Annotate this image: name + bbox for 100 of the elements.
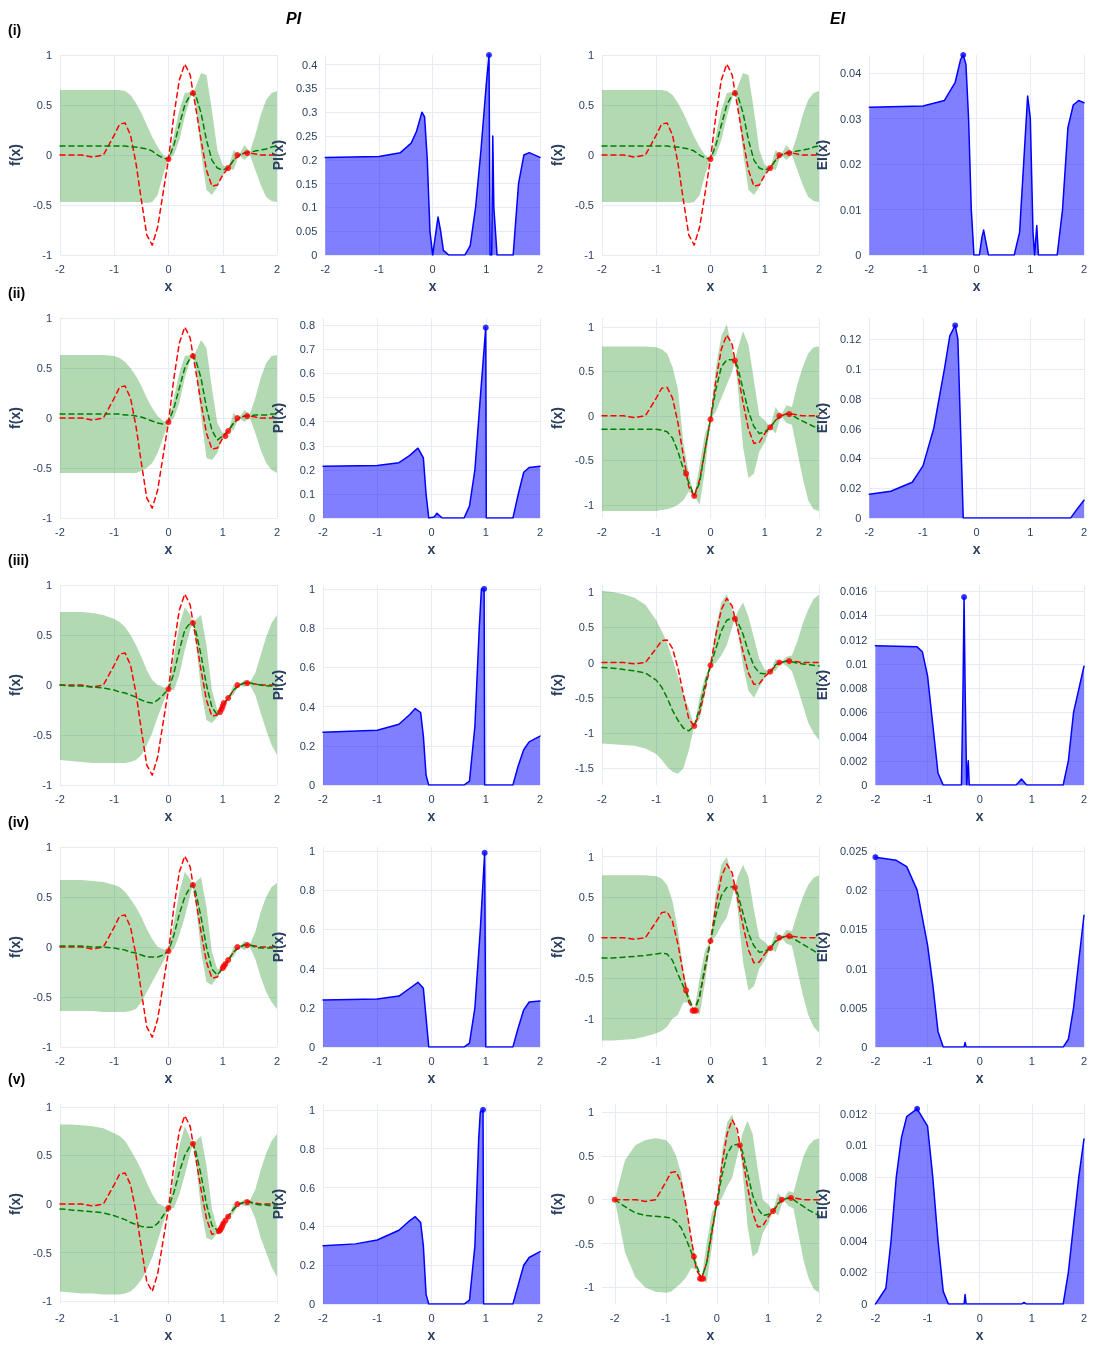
x-tick-label: 0	[428, 525, 435, 538]
y-tick-label: 0.5	[578, 891, 594, 904]
y-tick-label: 0.01	[846, 1139, 868, 1152]
x-axis-title: x	[427, 1327, 436, 1343]
x-tick-label: 1	[1028, 1054, 1035, 1067]
y-tick-label: 0.01	[839, 203, 862, 216]
y-tick-label: 0.2	[302, 153, 318, 166]
y-tick-label: 0.4	[299, 415, 315, 428]
y-tick-label: 0.05	[295, 225, 318, 238]
x-tick-label: -2	[318, 1054, 328, 1067]
y-tick-label: 1	[587, 850, 594, 863]
y-tick-label: 0.5	[36, 99, 52, 112]
y-tick-label: 0.5	[578, 365, 594, 378]
y-tick-label: 1	[308, 582, 315, 595]
y-tick-label: 0.002	[839, 1266, 868, 1279]
y-tick-label: 0.012	[839, 1107, 868, 1120]
x-tick-label: 0	[976, 792, 983, 805]
x-axis-title: x	[706, 541, 715, 557]
y-axis-title: PI(x)	[270, 1188, 286, 1220]
y-tick-label: 0.005	[839, 1001, 868, 1014]
y-tick-label: -1	[42, 779, 52, 792]
y-tick-label: 0.4	[299, 700, 315, 713]
y-tick-label: 0.002	[839, 754, 868, 767]
y-tick-label: 1	[587, 1105, 594, 1118]
x-tick-label: -1	[922, 1311, 933, 1324]
x-axis-title: x	[164, 541, 173, 557]
x-tick-label: -1	[109, 792, 120, 805]
y-tick-label: 0.3	[299, 439, 315, 452]
y-axis-title: f(x)	[7, 144, 23, 166]
x-axis-title: x	[972, 278, 981, 294]
y-tick-label: 0	[308, 1298, 315, 1311]
y-tick-label: 1	[587, 586, 594, 599]
y-tick-label: 0	[308, 512, 315, 525]
x-axis-title: x	[975, 808, 984, 824]
y-tick-label: 1	[45, 841, 52, 853]
y-tick-label: -0.5	[575, 1237, 594, 1250]
x-tick-label: 2	[536, 1311, 544, 1324]
x-tick-label: 0	[165, 1054, 172, 1067]
x-tick-label: -1	[651, 792, 662, 805]
y-tick-label: 0.2	[299, 1001, 315, 1014]
y-tick-label: 0.012	[839, 633, 868, 646]
x-tick-label: 1	[761, 262, 768, 275]
x-tick-label: -1	[922, 792, 933, 805]
x-axis-title: x	[427, 1070, 436, 1086]
y-tick-label: -0.5	[575, 199, 594, 212]
y-tick-label: 0	[587, 409, 594, 422]
y-tick-label: 1	[587, 49, 594, 61]
y-axis-title: PI(x)	[270, 139, 286, 171]
y-tick-label: 0.5	[36, 1149, 52, 1162]
y-tick-label: -1	[42, 249, 52, 262]
text: (iv)	[8, 814, 29, 830]
x-tick-label: -2	[870, 1054, 881, 1067]
x-tick-label: 1	[764, 1311, 771, 1324]
x-tick-label: 0	[165, 1311, 172, 1324]
x-tick-label: -1	[922, 1054, 933, 1067]
x-axis-title: x	[706, 1327, 715, 1343]
y-tick-label: 0.02	[846, 884, 868, 897]
y-tick-label: 0	[45, 149, 52, 162]
y-tick-label: 0.8	[299, 622, 315, 635]
y-tick-label: 0.014	[839, 609, 868, 622]
x-tick-label: 1	[219, 262, 226, 275]
y-axis-title: PI(x)	[270, 402, 286, 434]
y-tick-label: 0.1	[302, 201, 318, 214]
x-tick-label: 2	[536, 262, 544, 275]
x-tick-label: 0	[428, 1054, 435, 1067]
y-tick-label: 0.1	[846, 362, 862, 375]
x-tick-label: -1	[660, 1311, 671, 1324]
x-tick-label: 0	[976, 1054, 983, 1067]
y-tick-label: 0	[45, 941, 52, 954]
x-tick-label: 1	[1028, 792, 1035, 805]
y-tick-label: 0.8	[299, 1142, 315, 1155]
text: (v)	[8, 1071, 26, 1087]
y-axis-title: f(x)	[7, 407, 23, 429]
y-tick-label: 0.5	[36, 891, 52, 904]
x-tick-label: -2	[864, 262, 875, 275]
x-tick-label: 2	[273, 1311, 281, 1324]
x-tick-label: -2	[597, 1054, 607, 1067]
y-tick-label: -0.5	[33, 462, 52, 475]
x-axis-title: x	[975, 1070, 984, 1086]
x-tick-label: 0	[429, 262, 436, 275]
y-axis-title: EI(x)	[814, 931, 830, 963]
y-axis-title: PI(x)	[270, 669, 286, 701]
x-tick-label: 0	[165, 525, 172, 538]
y-tick-label: 0.4	[302, 58, 318, 71]
x-tick-label: 1	[482, 1054, 489, 1067]
x-axis-title: x	[427, 808, 436, 824]
y-tick-label: 0	[587, 1193, 594, 1206]
x-tick-label: -2	[55, 262, 65, 275]
x-tick-label: 0	[707, 262, 714, 275]
y-tick-label: 0	[587, 656, 594, 669]
x-axis-title: x	[706, 278, 715, 294]
x-tick-label: -1	[109, 262, 120, 275]
x-tick-label: 0	[707, 525, 714, 538]
x-tick-label: 2	[1080, 1054, 1088, 1067]
y-tick-label: 0.5	[578, 621, 594, 634]
y-tick-label: -0.5	[33, 1246, 52, 1259]
x-tick-label: -2	[318, 1311, 328, 1324]
x-tick-label: 2	[1080, 262, 1088, 275]
y-tick-label: -0.5	[33, 991, 52, 1004]
x-tick-label: 0	[165, 262, 172, 275]
